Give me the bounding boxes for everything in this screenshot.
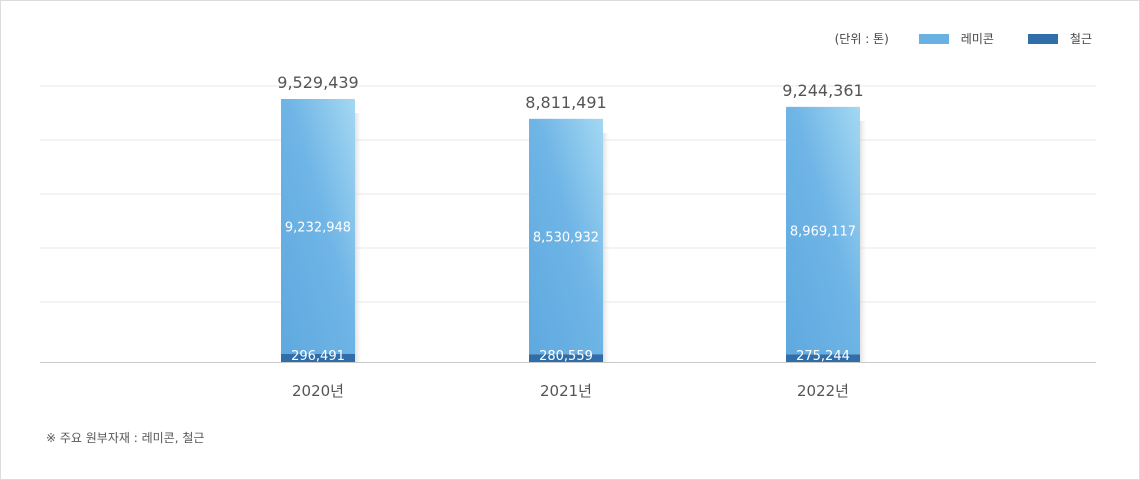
legend-swatch-remicon — [918, 33, 949, 44]
bar-remicon-2 — [786, 106, 860, 355]
rebar-value-label-0: 296,491 — [291, 349, 345, 364]
bar-shadow-0 — [355, 113, 363, 362]
rebar-value-label-2: 275,244 — [796, 349, 850, 364]
unit-label: (단위 : 톤) — [834, 32, 889, 46]
bar-remicon-1 — [529, 118, 603, 355]
category-label-0: 2020년 — [292, 382, 344, 400]
category-label-2: 2022년 — [797, 382, 849, 400]
legend-label-remicon: 레미콘 — [960, 32, 994, 46]
category-label-1: 2021년 — [540, 382, 592, 400]
remicon-value-label-2: 8,969,117 — [790, 225, 856, 240]
bar-rebar-2 — [786, 354, 860, 362]
chart-legend: (단위 : 톤) 레미콘 철근 — [835, 30, 1092, 47]
bar-remicon-0 — [281, 99, 355, 354]
footnote: ※ 주요 원부자재 : 레미콘, 철근 — [46, 431, 205, 445]
legend-swatch-rebar — [1027, 33, 1058, 44]
legend-label-rebar: 철근 — [1069, 32, 1092, 46]
remicon-value-label-0: 9,232,948 — [285, 220, 351, 235]
data-labels: 9,529,439 9,232,948 296,491 2020년 8,811,491 8… — [277, 73, 863, 400]
bar-shadow-1 — [603, 132, 611, 362]
stacked-bar-chart: 9,529,439 9,232,948 296,491 2020년 8,811,491 8… — [40, 73, 1096, 400]
bar-rebar-0 — [281, 353, 355, 362]
legend-item-remicon: 레미콘 — [918, 30, 994, 47]
bars — [281, 99, 868, 363]
total-label-2: 9,244,361 — [782, 81, 863, 100]
rebar-value-label-1: 280,559 — [539, 349, 593, 364]
total-label-0: 9,529,439 — [277, 73, 358, 92]
bar-rebar-1 — [529, 354, 603, 362]
remicon-value-label-1: 8,530,932 — [533, 231, 599, 246]
legend-item-rebar: 철근 — [1027, 30, 1092, 47]
total-label-1: 8,811,491 — [525, 93, 606, 112]
bar-shadow-2 — [860, 120, 868, 363]
